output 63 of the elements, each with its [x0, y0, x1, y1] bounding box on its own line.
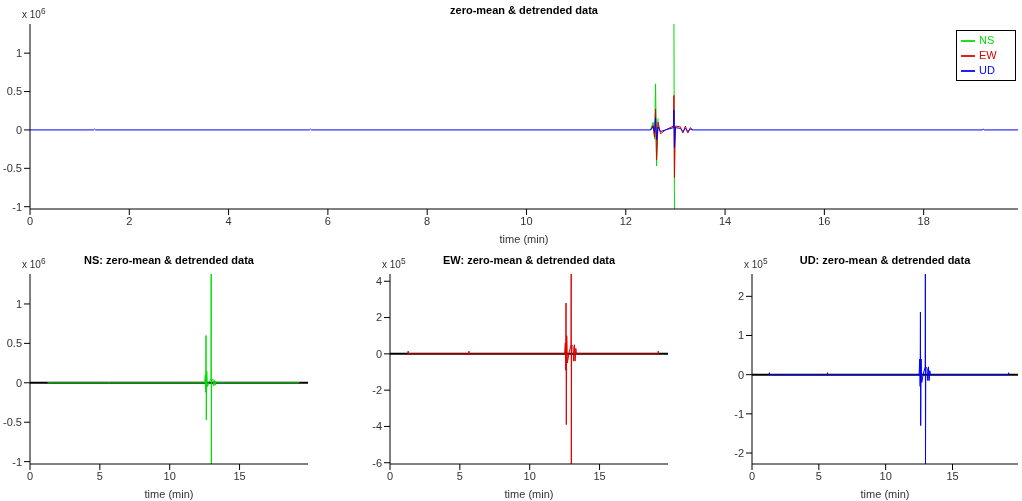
x-tick-label: 5 — [96, 469, 103, 482]
line-series — [407, 274, 659, 464]
x-tick-label: 15 — [593, 469, 606, 482]
y-tick-label: 0 — [15, 123, 22, 136]
y-tick-label: 0.5 — [6, 337, 22, 350]
x-tick-label: 12 — [619, 214, 632, 227]
text: x 10$^{6}$ — [22, 256, 46, 271]
y-tick-label: -6 — [372, 456, 382, 469]
y-tick-label: -2 — [734, 446, 744, 459]
x-axis-title: time (min) — [860, 488, 910, 500]
x-tick-label: 16 — [818, 214, 831, 227]
y-tick-label: -4 — [372, 420, 382, 433]
x-tick-label: 2 — [126, 214, 133, 227]
line-series — [47, 274, 299, 464]
legend-label: UD — [979, 64, 995, 77]
x-tick-label: 10 — [163, 469, 176, 482]
y-tick-label: 0 — [15, 376, 22, 389]
y-tick-label: 4 — [375, 275, 382, 288]
y-tick-label: -1 — [12, 455, 22, 468]
x-tick-label: 14 — [718, 214, 732, 227]
line-series — [30, 109, 1018, 149]
y-tick-label: 0.5 — [6, 85, 22, 98]
x-axis-title: time (min) — [144, 488, 194, 500]
chart-title: NS: zero-mean & detrended data — [84, 254, 254, 266]
x-tick-label: 15 — [946, 469, 959, 482]
x-tick-label: 10 — [520, 214, 533, 227]
chart-title: zero-mean & detrended data — [450, 4, 598, 16]
text: x 10$^{5}$ — [382, 256, 406, 271]
x-tick-label: 6 — [324, 214, 331, 227]
x-tick-label: 4 — [225, 214, 232, 227]
x-tick-label: 15 — [233, 469, 246, 482]
y-tick-label: 2 — [375, 311, 382, 324]
line-series — [650, 94, 694, 179]
x-tick-label: 5 — [815, 469, 822, 482]
y-tick-label: -0.5 — [3, 162, 22, 175]
y-tick-label: 1 — [15, 297, 22, 310]
y-tick-label: 2 — [737, 290, 744, 303]
x-axis-title: time (min) — [499, 233, 549, 245]
x-tick-label: 0 — [386, 469, 394, 482]
x-axis-title: time (min) — [504, 488, 554, 500]
y-tick-label: 0 — [375, 347, 382, 360]
y-tick-label: -0.5 — [3, 416, 22, 429]
y-tick-label: 0 — [737, 368, 744, 381]
text: x 10$^{6}$ — [22, 6, 46, 21]
x-tick-label: 10 — [879, 469, 892, 482]
x-tick-label: 5 — [456, 469, 463, 482]
legend-label: EW — [979, 49, 997, 62]
line-series — [768, 274, 1010, 464]
y-tick-label: -2 — [372, 384, 382, 397]
y-tick-label: 1 — [15, 47, 22, 60]
x-tick-label: 0 — [26, 469, 34, 482]
x-tick-label: 10 — [523, 469, 536, 482]
x-tick-label: 0 — [26, 214, 34, 227]
x-tick-label: 8 — [424, 214, 431, 227]
chart-title: UD: zero-mean & detrended data — [799, 254, 971, 266]
chart-title: EW: zero-mean & detrended data — [442, 254, 616, 266]
legend-label: NS — [979, 34, 995, 46]
x-tick-label: 18 — [917, 214, 930, 227]
y-tick-label: -1 — [12, 200, 22, 213]
text: x 10$^{5}$ — [744, 256, 768, 271]
x-tick-label: 0 — [748, 469, 756, 482]
y-tick-label: 1 — [737, 329, 744, 342]
y-tick-label: -1 — [734, 407, 744, 420]
